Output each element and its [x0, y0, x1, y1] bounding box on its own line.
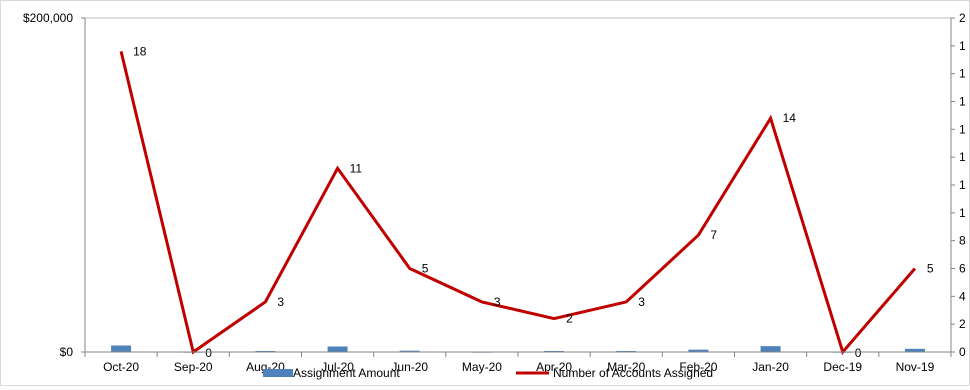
right-axis-tick-label: 1	[959, 39, 966, 53]
data-label: 0	[855, 346, 862, 360]
bar	[616, 350, 637, 352]
bar	[111, 345, 132, 352]
data-label: 11	[350, 161, 363, 175]
x-axis-tick-label: Oct-20	[103, 360, 139, 374]
x-axis: Oct-20 Sep-20 Aug-20 Jul-20 Jun-20 May-20 Apr-…	[84, 351, 952, 374]
legend: Assignment Amount Number of Accounts Assi…	[263, 366, 713, 380]
bar	[544, 350, 565, 352]
data-label: 3	[638, 295, 645, 309]
data-label: 0	[205, 346, 212, 360]
right-axis-tick-label: 1	[959, 178, 966, 192]
right-axis-tick-label: 2	[959, 11, 966, 25]
right-y-axis: 2 1 1 1 1 1 1 1 8 6 4 2 0	[950, 11, 966, 359]
legend-label: Number of Accounts Assigned	[553, 366, 713, 380]
x-axis-tick-label: Jul-20	[321, 360, 354, 374]
x-axis-tick-label: Feb-20	[679, 360, 717, 374]
x-axis-tick-label: Mar-20	[607, 360, 645, 374]
right-axis-tick-label: 6	[959, 262, 966, 276]
plot-border	[84, 17, 952, 353]
bar	[327, 346, 348, 352]
data-label: 5	[422, 262, 429, 276]
bar	[760, 346, 781, 352]
data-label: 18	[133, 44, 147, 58]
left-axis-tick-label: $0	[60, 345, 74, 359]
data-label: 3	[277, 295, 284, 309]
data-labels: 18 0 3 11 5 3 2 3 7 14 0 5	[133, 44, 934, 360]
x-axis-tick-label: Apr-20	[536, 360, 572, 374]
legend-label: Assignment Amount	[293, 366, 400, 380]
x-axis-tick-label: Nov-19	[896, 360, 935, 374]
bar	[904, 348, 925, 352]
right-axis-tick-label: 4	[959, 289, 966, 303]
right-axis-tick-label: 8	[959, 234, 966, 248]
right-axis-tick-label: 1	[959, 150, 966, 164]
right-axis-tick-label: 1	[959, 95, 966, 109]
data-label: 14	[783, 111, 797, 125]
x-axis-tick-label: Jun-20	[391, 360, 428, 374]
plot-area	[84, 17, 952, 353]
bar	[688, 349, 709, 352]
x-axis-tick-label: Dec-19	[823, 360, 862, 374]
line-series	[119, 51, 917, 356]
left-y-axis: $200,000 $0	[23, 11, 86, 359]
x-axis-tick-label: Sep-20	[174, 360, 213, 374]
left-axis-tick-label: $200,000	[23, 11, 73, 25]
bar	[399, 350, 420, 352]
right-axis-tick-label: 1	[959, 206, 966, 220]
right-axis-tick-label: 0	[959, 345, 966, 359]
data-label: 5	[927, 262, 934, 276]
bar	[255, 350, 276, 352]
right-axis-tick-label: 1	[959, 122, 966, 136]
data-label: 2	[566, 312, 573, 326]
legend-swatch-bar	[263, 369, 293, 377]
right-axis-tick-label: 1	[959, 67, 966, 81]
right-axis-tick-label: 2	[959, 317, 966, 331]
x-axis-tick-label: Jan-20	[752, 360, 789, 374]
x-axis-tick-label: May-20	[462, 360, 502, 374]
accounts-line	[119, 51, 917, 356]
data-label: 3	[494, 295, 501, 309]
data-label: 7	[710, 228, 717, 242]
